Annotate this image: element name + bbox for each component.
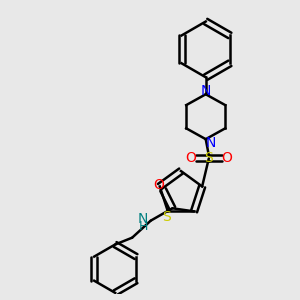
Text: N: N bbox=[205, 136, 216, 150]
Text: S: S bbox=[162, 210, 171, 224]
Text: O: O bbox=[221, 152, 232, 165]
Text: S: S bbox=[205, 152, 213, 165]
Text: O: O bbox=[154, 178, 164, 192]
Text: H: H bbox=[138, 220, 148, 233]
Text: O: O bbox=[185, 152, 196, 165]
Text: N: N bbox=[200, 84, 211, 98]
Text: N: N bbox=[138, 212, 148, 226]
